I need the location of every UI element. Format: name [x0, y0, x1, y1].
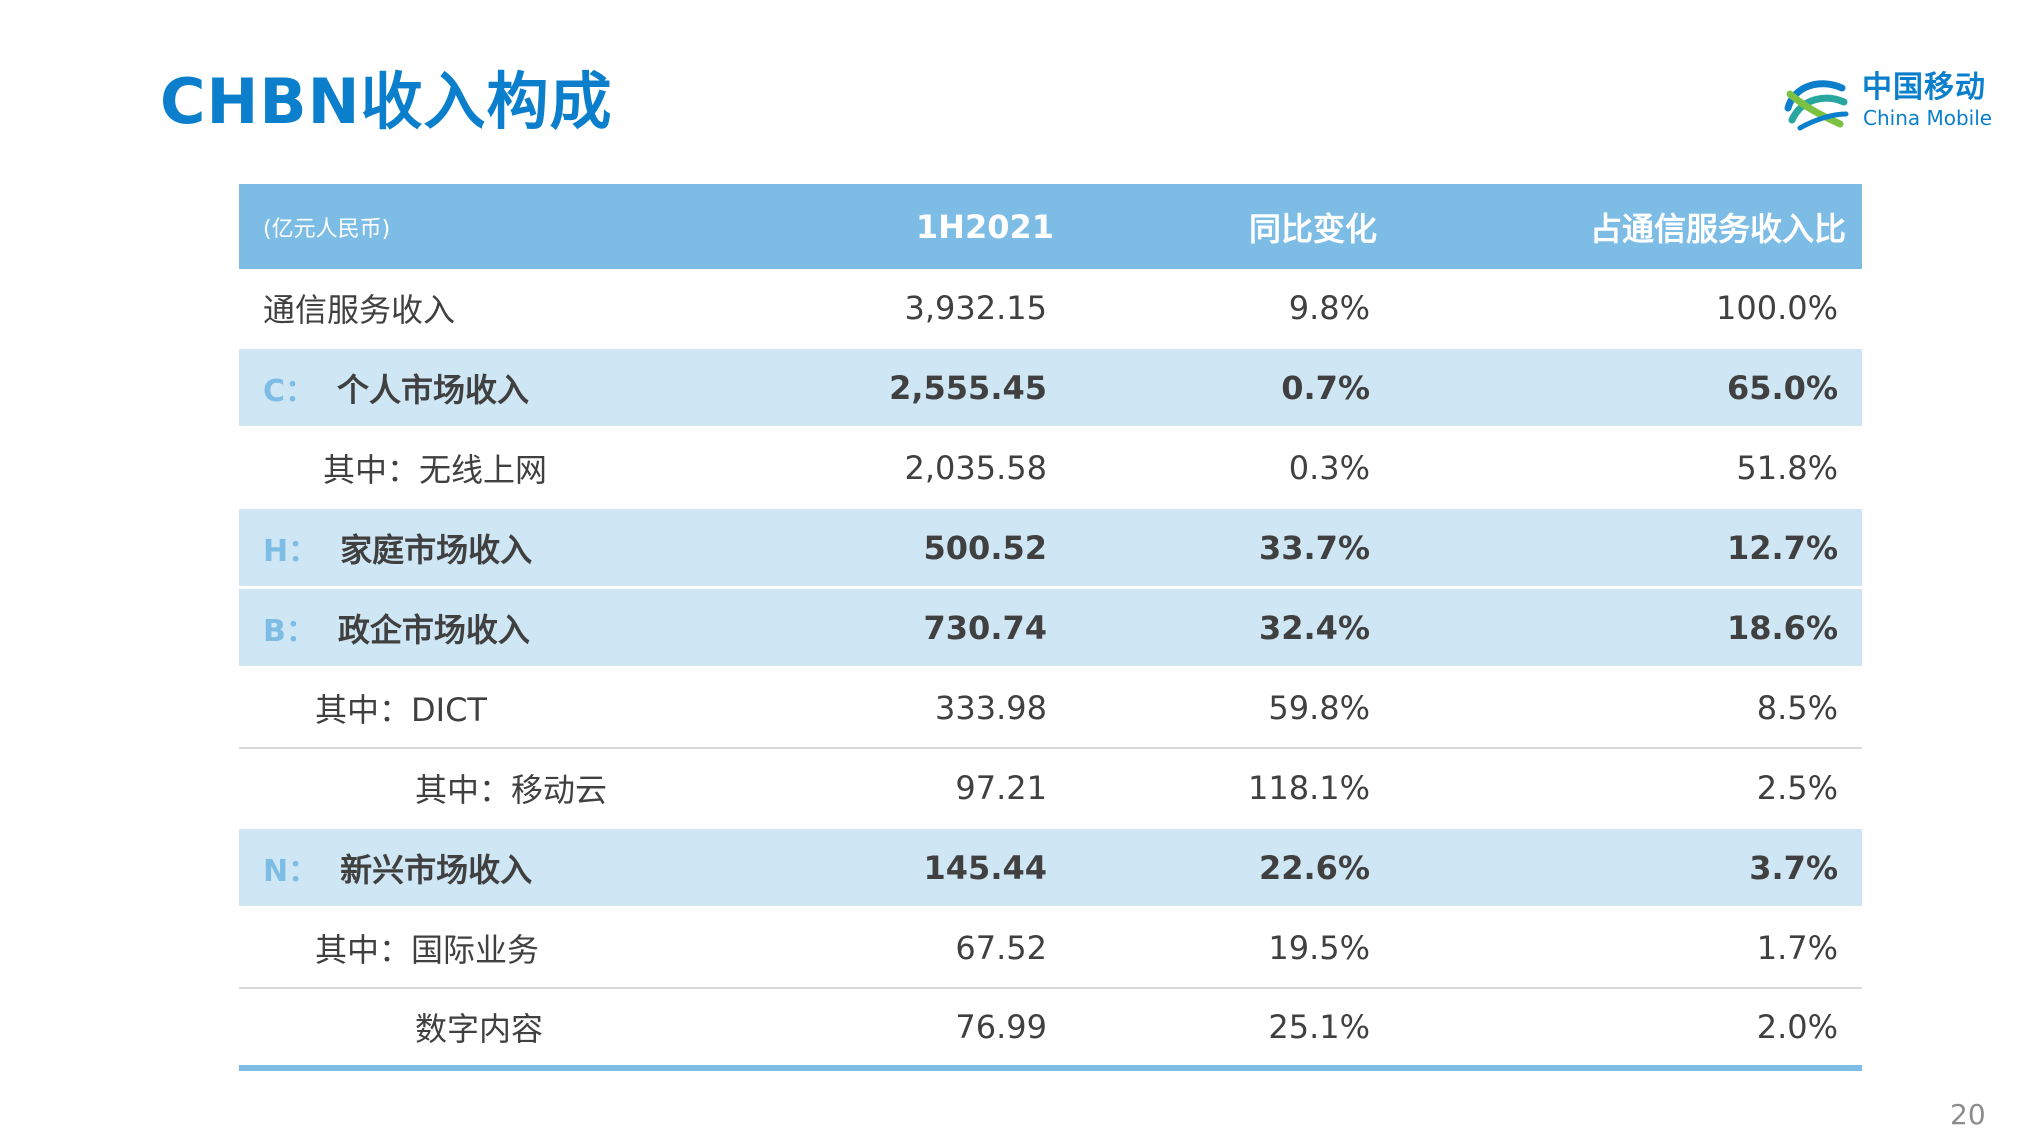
row-label-text: 政企市场收入 — [337, 610, 530, 649]
logo-text-en: China Mobile — [1863, 106, 1993, 130]
header-col-share: 占通信服务收入比 — [1589, 209, 1846, 248]
row-label: 其中：国际业务 — [315, 909, 539, 987]
row-value-yoy: 33.7% — [1258, 528, 1370, 567]
row-label-text: 其中：移动云 — [415, 770, 608, 809]
row-value-yoy: 25.1% — [1268, 1008, 1370, 1046]
row-value-share: 65.0% — [1726, 368, 1838, 407]
row-prefix: C： — [263, 373, 316, 409]
row-label-text: 新兴市场收入 — [340, 850, 533, 889]
row-value-1h2021: 2,555.45 — [889, 368, 1047, 407]
page-number: 20 — [1950, 1098, 1986, 1131]
row-label-text: 其中：国际业务 — [315, 931, 540, 969]
table-row: N： 新兴市场收入 145.44 22.6% 3.7% — [239, 829, 1862, 909]
row-value-1h2021: 67.52 — [955, 929, 1047, 967]
row-value-yoy: 59.8% — [1268, 689, 1370, 727]
header-unit: (亿元人民币) — [263, 216, 391, 242]
table-row: 其中：无线上网 2,035.58 0.3% 51.8% — [239, 429, 1862, 509]
row-label: 通信服务收入 — [263, 269, 455, 346]
row-value-share: 100.0% — [1715, 288, 1838, 327]
row-value-share: 51.8% — [1736, 448, 1838, 487]
header-col-1h2021: 1H2021 — [915, 207, 1054, 246]
table-row: B： 政企市场收入 730.74 32.4% 18.6% — [239, 589, 1862, 669]
row-value-share: 2.5% — [1756, 768, 1838, 807]
row-label-text: 通信服务收入 — [263, 290, 456, 329]
table-header: (亿元人民币) 1H2021 同比变化 占通信服务收入比 — [239, 184, 1862, 269]
table-row: C： 个人市场收入 2,555.45 0.7% 65.0% — [239, 349, 1862, 429]
table-row: H： 家庭市场收入 500.52 33.7% 12.7% — [239, 509, 1862, 589]
row-value-1h2021: 2,035.58 — [904, 448, 1048, 487]
row-value-1h2021: 97.21 — [955, 768, 1047, 807]
row-label-text: 个人市场收入 — [337, 370, 530, 409]
row-value-1h2021: 145.44 — [923, 848, 1047, 887]
row-value-yoy: 0.7% — [1281, 368, 1370, 407]
row-value-yoy: 118.1% — [1247, 768, 1370, 807]
table-row: 通信服务收入 3,932.15 9.8% 100.0% — [239, 269, 1862, 349]
row-label-text: 家庭市场收入 — [340, 530, 533, 569]
row-label: 其中：移动云 — [415, 749, 607, 826]
revenue-table: (亿元人民币) 1H2021 同比变化 占通信服务收入比 通信服务收入 3,93… — [239, 184, 1862, 1071]
logo-text-cn: 中国移动 — [1862, 70, 1986, 105]
page-title: CHBN收入构成 — [160, 65, 613, 138]
row-value-1h2021: 730.74 — [923, 608, 1047, 647]
row-label-text: 数字内容 — [415, 1010, 544, 1048]
row-value-share: 2.0% — [1756, 1008, 1838, 1046]
table-row: 其中：移动云 97.21 118.1% 2.5% — [239, 749, 1862, 829]
row-value-share: 12.7% — [1726, 528, 1838, 567]
row-prefix: H： — [263, 533, 319, 569]
row-value-share: 18.6% — [1726, 608, 1838, 647]
china-mobile-logo-icon — [1784, 80, 1849, 131]
row-value-share: 1.7% — [1756, 929, 1838, 967]
row-label-text: 其中：无线上网 — [323, 450, 548, 489]
table-row: 其中：DICT 333.98 59.8% 8.5% — [239, 669, 1862, 749]
header-col-yoy: 同比变化 — [1248, 209, 1377, 248]
row-label: N： 新兴市场收入 — [263, 829, 532, 906]
row-label: 其中：DICT — [315, 669, 487, 747]
row-label: C： 个人市场收入 — [263, 349, 529, 426]
row-value-yoy: 19.5% — [1268, 929, 1370, 967]
row-label: H： 家庭市场收入 — [263, 509, 532, 586]
row-prefix: N： — [263, 853, 319, 889]
row-value-yoy: 32.4% — [1258, 608, 1370, 647]
row-label: 数字内容 — [415, 989, 543, 1065]
row-value-1h2021: 76.99 — [955, 1008, 1047, 1046]
row-label: B： 政企市场收入 — [263, 589, 530, 666]
row-value-1h2021: 500.52 — [923, 528, 1047, 567]
row-value-yoy: 0.3% — [1288, 448, 1370, 487]
row-value-1h2021: 333.98 — [935, 689, 1047, 727]
row-label: 其中：无线上网 — [323, 429, 547, 506]
logo: 中国移动 China Mobile — [1780, 68, 2000, 138]
row-value-yoy: 9.8% — [1288, 288, 1370, 327]
table-row: 其中：国际业务 67.52 19.5% 1.7% — [239, 909, 1862, 989]
row-value-yoy: 22.6% — [1258, 848, 1370, 887]
row-value-1h2021: 3,932.15 — [904, 288, 1048, 327]
row-prefix: B： — [263, 613, 316, 649]
row-label-text: 其中：DICT — [315, 691, 487, 729]
table-row: 数字内容 76.99 25.1% 2.0% — [239, 989, 1862, 1071]
row-value-share: 8.5% — [1756, 689, 1838, 727]
row-value-share: 3.7% — [1749, 848, 1838, 887]
